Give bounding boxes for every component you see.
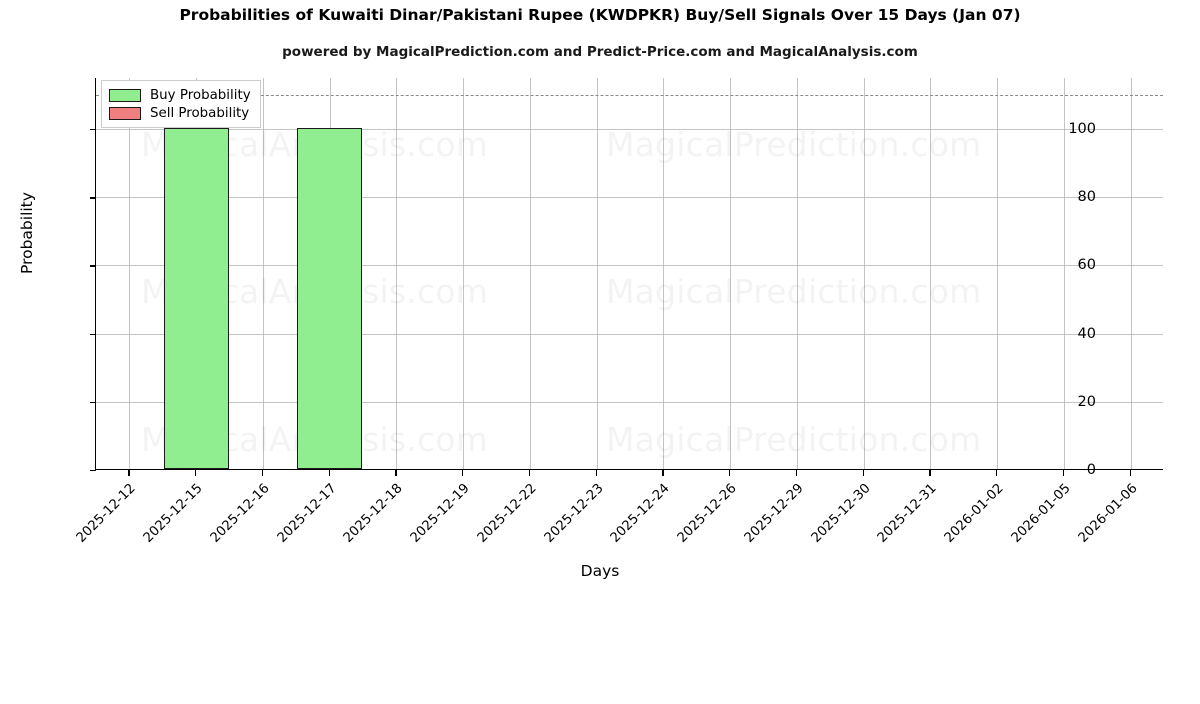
x-tick-mark — [195, 470, 197, 476]
chart-title: Probabilities of Kuwaiti Dinar/Pakistani… — [179, 6, 1021, 24]
watermark-text: MagicalPrediction.com — [606, 125, 981, 164]
gridline-vertical — [529, 78, 531, 469]
x-tick-mark — [261, 470, 264, 476]
y-tick-mark — [90, 129, 96, 131]
gridline-vertical — [730, 78, 732, 469]
legend-label: Sell Probability — [150, 105, 250, 121]
gridline-horizontal — [96, 197, 1163, 199]
legend-swatch-icon — [109, 106, 141, 120]
y-tick-mark — [90, 197, 96, 199]
bar-buy-probability-2025-12-17 — [297, 128, 363, 469]
x-tick-mark — [1062, 470, 1065, 476]
gridline-vertical — [596, 78, 598, 469]
gridline-horizontal — [96, 333, 1163, 335]
x-tick-mark — [795, 470, 798, 476]
legend-label: Buy Probability — [150, 87, 251, 103]
y-tick-label: 40 — [1077, 325, 1096, 342]
gridline-vertical — [463, 78, 465, 469]
y-tick-mark — [90, 470, 96, 472]
x-tick-mark — [929, 470, 931, 476]
x-tick-mark — [128, 470, 130, 476]
gridline-horizontal — [96, 129, 1163, 131]
gridline-vertical — [129, 78, 131, 469]
x-tick-mark — [996, 470, 998, 476]
x-tick-mark — [662, 470, 664, 476]
x-tick-mark — [595, 470, 597, 476]
x-tick-mark — [729, 470, 731, 476]
y-tick-mark — [90, 401, 96, 404]
gridline-vertical — [663, 78, 665, 469]
x-tick-mark — [528, 470, 531, 476]
gridline-horizontal — [96, 401, 1163, 403]
gridline-horizontal — [96, 265, 1163, 267]
threshold-dashed-line — [96, 95, 1163, 97]
chart-subtitle: powered by MagicalPrediction.com and Pre… — [282, 44, 918, 60]
legend-item-sell-probability[interactable]: Sell Probability — [109, 104, 251, 122]
x-tick-mark — [328, 470, 330, 476]
watermark-text: MagicalPrediction.com — [606, 420, 981, 459]
x-tick-mark — [462, 470, 464, 476]
x-tick-mark — [862, 470, 864, 476]
chart-figure: Probabilities of Kuwaiti Dinar/Pakistani… — [18, 6, 1163, 580]
y-tick-label: 100 — [1068, 121, 1096, 138]
watermark-text: MagicalPrediction.com — [606, 272, 981, 311]
x-tick-mark — [395, 470, 397, 476]
gridline-vertical — [1130, 78, 1132, 469]
gridline-vertical — [930, 78, 932, 469]
x-tick-mark — [1129, 470, 1131, 476]
plot-area: MagicalAnalysis.comMagicalPrediction.com… — [90, 78, 1163, 472]
y-tick-mark — [90, 333, 96, 335]
y-tick-label: 0 — [1086, 462, 1096, 478]
y-tick-label: 80 — [1077, 189, 1096, 206]
y-tick-label: 20 — [1077, 393, 1096, 410]
plot-inner: MagicalAnalysis.comMagicalPrediction.com… — [96, 78, 1163, 469]
x-axis-label: Days — [580, 562, 620, 580]
gridline-vertical — [396, 78, 398, 469]
gridline-vertical — [997, 78, 999, 469]
gridline-vertical — [1063, 78, 1065, 469]
chart-legend: Buy Probability Sell Probability — [101, 80, 261, 128]
legend-item-buy-probability[interactable]: Buy Probability — [109, 86, 251, 104]
y-tick-mark — [90, 265, 96, 267]
gridline-vertical — [262, 78, 264, 469]
legend-swatch-icon — [109, 88, 141, 102]
gridline-vertical — [796, 78, 798, 469]
bar-buy-probability-2025-12-15 — [163, 128, 229, 469]
y-tick-label: 60 — [1077, 257, 1096, 274]
gridline-vertical — [863, 78, 865, 469]
y-axis-label: Probability — [18, 192, 36, 274]
